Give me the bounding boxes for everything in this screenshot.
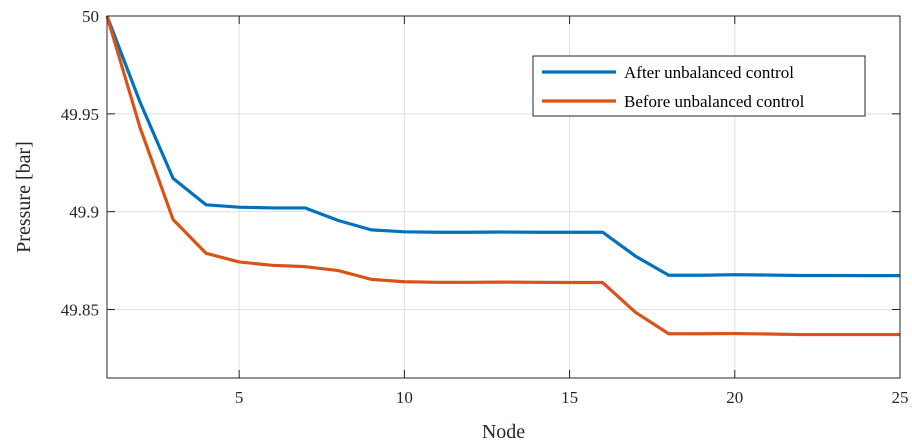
tick-marks (107, 15, 901, 378)
axes-box (106, 15, 901, 379)
y-tick-label: 49.95 (61, 105, 99, 124)
y-axis-title: Pressure [bar] (13, 141, 35, 253)
y-tick-label: 49.9 (69, 203, 99, 222)
y-tick-label: 50 (82, 7, 99, 26)
series-line-after (105, 15, 900, 278)
x-tick-label: 15 (561, 388, 578, 407)
series-layer (105, 15, 900, 337)
x-tick-label: 20 (726, 388, 743, 407)
x-tick-label: 5 (235, 388, 244, 407)
legend-label-after: After unbalanced control (624, 63, 794, 82)
series-line-before (105, 15, 900, 337)
x-tick-label: 25 (892, 388, 909, 407)
legend-label-before: Before unbalanced control (624, 92, 805, 111)
x-tick-label: 10 (396, 388, 413, 407)
legend: After unbalanced control Before unbalanc… (532, 55, 866, 117)
tick-labels: 5 10 15 20 25 49.85 49.9 49.95 50 (61, 7, 909, 407)
x-axis-title: Node (482, 421, 525, 443)
legend-box (532, 55, 866, 117)
y-tick-label: 49.85 (61, 301, 99, 320)
